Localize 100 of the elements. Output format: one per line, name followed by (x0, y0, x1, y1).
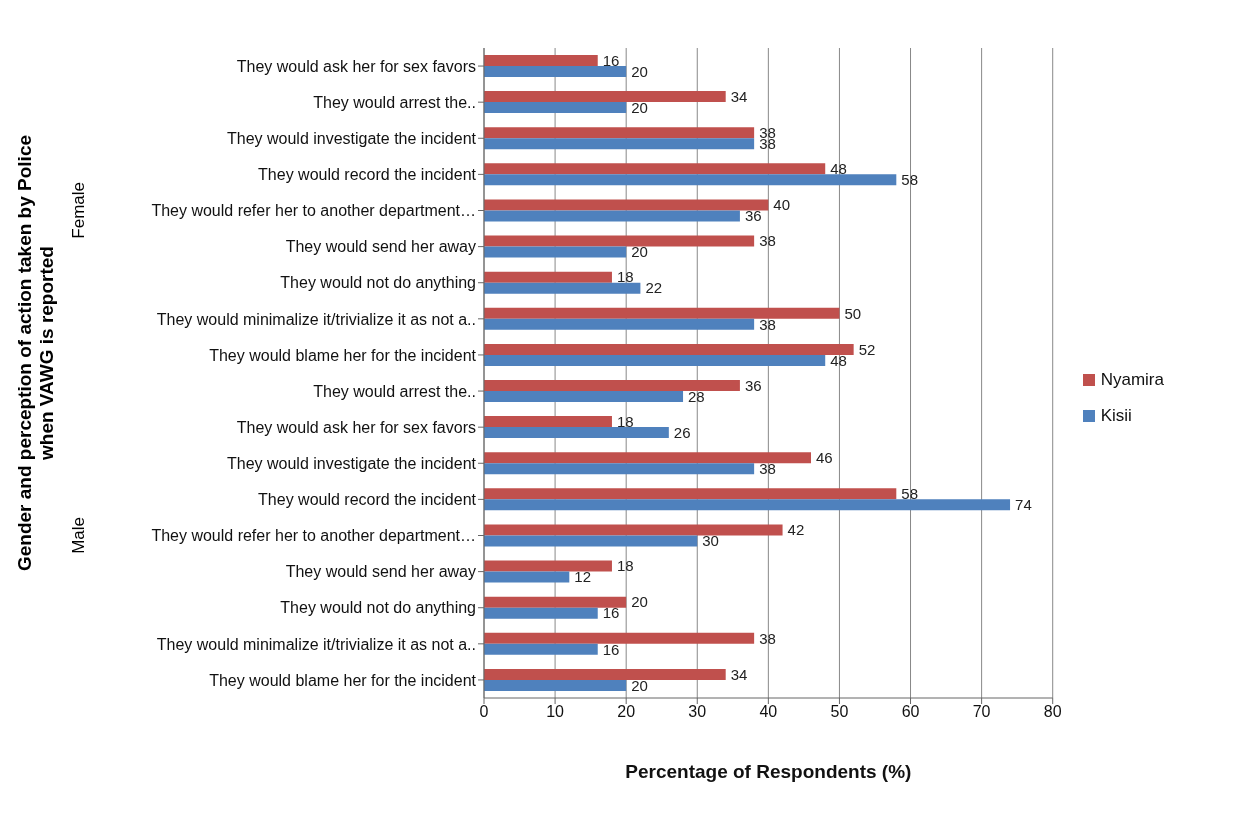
data-label: 38 (759, 232, 776, 250)
data-label: 48 (830, 351, 847, 369)
y-tick-label: They would ask her for sex favors (236, 418, 476, 436)
bar (484, 343, 854, 355)
y-tick-label: They would record the incident (258, 166, 477, 184)
bar (484, 163, 826, 175)
data-label: 34 (730, 665, 748, 683)
bar (484, 138, 755, 150)
y-tick-label: They would send her away (285, 563, 476, 581)
data-label: 40 (773, 196, 791, 214)
data-label: 50 (844, 304, 862, 322)
bar (484, 174, 897, 186)
bar (484, 282, 641, 294)
data-label: 38 (759, 460, 776, 478)
legend-label: Nyamira (1100, 370, 1164, 390)
bar (484, 66, 627, 77)
y-tick-label: They would not do anything (280, 274, 476, 292)
data-label: 52 (858, 340, 876, 358)
bar (484, 307, 840, 319)
data-label: 16 (602, 604, 620, 622)
y-tick-label: They would minimalize it/trivialize it as not a.. (156, 310, 476, 328)
x-tick-label: 20 (617, 703, 636, 721)
y-tick-label: They would record the incident (258, 491, 477, 509)
data-label: 38 (759, 315, 776, 333)
bar (484, 463, 755, 475)
data-label: 36 (744, 207, 762, 225)
data-label: 28 (688, 387, 705, 405)
data-label: 22 (645, 279, 663, 297)
bar (484, 427, 669, 439)
x-tick-label: 50 (830, 703, 849, 721)
y-tick-label: They would send her away (285, 238, 476, 256)
data-label: 20 (631, 62, 648, 80)
legend-label: Kisii (1100, 406, 1132, 426)
bar (484, 246, 627, 258)
bar (484, 127, 755, 139)
y-tick-label: They would blame her for the incident (209, 671, 477, 689)
bar (484, 488, 897, 500)
bar (484, 643, 598, 655)
bar (484, 596, 627, 608)
x-tick-label: 40 (759, 703, 778, 721)
data-label: 18 (616, 412, 634, 430)
data-label: 20 (631, 593, 648, 611)
data-label: 16 (602, 51, 620, 69)
x-tick-label: 60 (901, 703, 920, 721)
data-label: 18 (616, 268, 634, 286)
bar (484, 271, 612, 283)
data-label: 48 (830, 160, 847, 178)
y-axis-title: Gender and perception of action taken by Police when VAWG is reported (14, 134, 58, 574)
data-label: 74 (1015, 496, 1032, 514)
bar (484, 416, 612, 428)
bar (484, 102, 627, 114)
bar (484, 210, 740, 222)
x-tick-label: 30 (688, 703, 707, 721)
y-tick-label: They would arrest the.. (313, 93, 476, 111)
bar (484, 391, 684, 402)
y-tick-label: They would refer her to another department… (151, 202, 476, 220)
bar (484, 354, 826, 366)
data-label: 38 (759, 629, 776, 647)
bar (484, 380, 740, 391)
y-tick-label: They would minimalize it/trivialize it as not a.. (156, 635, 476, 653)
bar (484, 91, 726, 103)
x-tick-label: 10 (546, 703, 565, 721)
bar (484, 524, 783, 536)
bar (484, 318, 755, 330)
bar (484, 235, 755, 247)
bar (484, 632, 755, 644)
data-label: 20 (631, 676, 648, 694)
y-tick-label: They would refer her to another department… (151, 527, 476, 545)
y-tick-label: They would ask her for sex favors (236, 57, 476, 75)
data-label: 20 (631, 243, 648, 261)
bar (484, 452, 811, 464)
bar (484, 679, 627, 691)
data-label: 16 (602, 640, 620, 658)
bar (484, 607, 598, 619)
x-tick-label: 70 (972, 703, 991, 721)
bar (484, 571, 570, 583)
bar (484, 55, 598, 66)
y-tick-label: They would blame her for the incident (209, 346, 477, 364)
x-tick-label: 80 (1043, 703, 1062, 721)
data-label: 18 (616, 557, 634, 575)
bar (484, 560, 612, 572)
data-label: 46 (816, 449, 833, 467)
y-tick-label: They would arrest the.. (313, 382, 476, 400)
x-tick-label: 0 (479, 703, 489, 721)
text: Male (69, 517, 89, 554)
data-label: 36 (744, 376, 762, 394)
bar (484, 535, 698, 547)
text: Female (69, 182, 89, 239)
y-tick-label: They would investigate the incident (226, 129, 477, 147)
bar (484, 668, 726, 680)
data-label: 30 (702, 532, 719, 550)
bar (484, 199, 769, 211)
x-axis-title: Percentage of Respondents (%) (625, 761, 912, 782)
data-label: 58 (901, 171, 918, 189)
data-label: 34 (730, 87, 748, 105)
data-label: 12 (574, 568, 591, 586)
data-label: 58 (901, 485, 918, 503)
y-tick-label: They would investigate the incident (226, 454, 477, 472)
data-label: 26 (673, 423, 691, 441)
bar (484, 499, 1011, 511)
